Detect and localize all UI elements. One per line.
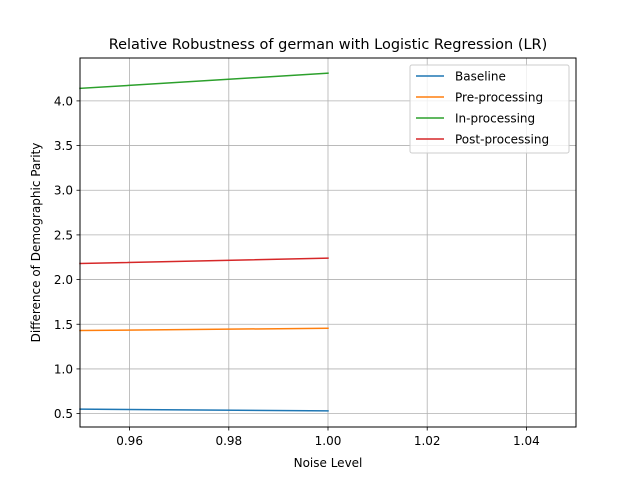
legend-box [409,64,570,154]
legend-label-post-processing: Post-processing [455,133,549,147]
y-axis-label: Difference of Demographic Parity [29,143,43,343]
series-line-baseline [79,408,329,412]
legend-label-baseline: Baseline [455,70,506,84]
y-tick-label: 0.5 [54,407,73,421]
grid [80,58,576,427]
x-tick-label: 1.00 [315,434,342,448]
x-tick-label: 1.02 [414,434,441,448]
series-lines [79,72,329,412]
y-tick-label: 1.5 [54,318,73,332]
y-tick-label: 3.0 [54,184,73,198]
y-tick-label: 1.0 [54,362,73,376]
y-tick-label: 4.0 [54,94,73,108]
legend-label-pre-processing: Pre-processing [455,91,543,105]
legend: Baseline Pre-processing In-processing Post-… [409,64,570,154]
chart-title: Relative Robustness of german with Logis… [109,37,548,53]
y-tick-label: 3.5 [54,139,73,153]
y-tick-label: 2.5 [54,228,73,242]
y-axis-ticks: 0.5 1.0 1.5 2.0 2.5 3.0 3.5 4.0 [54,94,80,421]
y-tick-label: 2.0 [54,273,73,287]
legend-label-in-processing: In-processing [455,112,535,126]
series-line-post-processing [79,257,329,265]
series-line-in-processing [79,72,329,90]
x-tick-label: 0.96 [116,434,143,448]
x-tick-label: 0.98 [215,434,242,448]
x-axis-ticks: 0.96 0.98 1.00 1.02 1.04 [116,427,540,448]
x-tick-label: 1.04 [513,434,540,448]
x-axis-label: Noise Level [294,456,363,470]
series-line-pre-processing [79,327,329,332]
